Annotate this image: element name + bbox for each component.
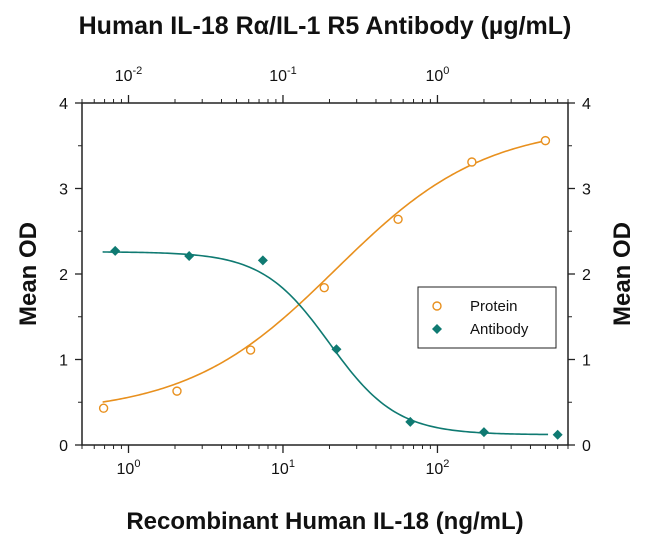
y-axis-label-left: Mean OD: [15, 222, 42, 326]
antibody-fit-curve: [102, 251, 549, 436]
antibody-point: [257, 255, 268, 266]
protein-fit-curve: [102, 139, 549, 403]
data-points: [98, 135, 563, 440]
protein-point: [98, 403, 109, 413]
bottom-axis-ticks: 100 101 102: [81, 445, 569, 478]
right-tick-label: 0: [582, 438, 591, 455]
left-tick-label: 4: [59, 96, 68, 113]
legend-label-protein: Protein: [470, 298, 518, 315]
protein-point: [393, 214, 403, 224]
right-tick-label: 2: [582, 267, 591, 284]
top-axis-ticks: 10-2 10-1 100: [81, 65, 569, 103]
antibody-point: [405, 416, 416, 427]
protein-point: [172, 386, 182, 396]
legend-label-antibody: Antibody: [470, 321, 529, 338]
left-tick-label: 2: [59, 267, 68, 284]
protein-point: [319, 282, 329, 293]
bottom-tick-label: 101: [271, 458, 295, 478]
antibody-point: [184, 251, 195, 262]
protein-point: [467, 157, 477, 167]
antibody-point: [552, 429, 563, 440]
left-tick-label: 0: [59, 438, 68, 455]
antibody-point: [331, 344, 342, 355]
x-axis-label: Recombinant Human IL-18 (ng/mL): [126, 508, 523, 535]
antibody-point: [478, 427, 489, 438]
left-tick-label: 3: [59, 182, 68, 199]
right-tick-label: 4: [582, 96, 591, 113]
top-tick-label: 100: [425, 65, 449, 85]
legend: Protein Antibody: [417, 286, 557, 349]
chart-title: Human IL-18 Rα/IL-1 R5 Antibody (µg/mL): [79, 12, 572, 40]
right-axis-ticks: 0 1 2 3 4: [568, 96, 591, 455]
legend-box: [417, 286, 557, 349]
top-tick-label: 10-2: [115, 65, 143, 85]
bottom-tick-label: 100: [117, 458, 141, 478]
legend-marker-protein: [432, 301, 442, 311]
y-axis-label-right: Mean OD: [609, 222, 636, 326]
bottom-tick-label: 102: [425, 458, 449, 478]
legend-marker-antibody: [432, 324, 442, 334]
left-axis-ticks: 0 1 2 3 4: [59, 96, 82, 455]
antibody-point: [110, 245, 121, 256]
protein-point: [540, 135, 551, 146]
top-tick-label: 10-1: [269, 65, 297, 85]
protein-point: [245, 345, 256, 355]
right-tick-label: 1: [582, 353, 591, 370]
left-tick-label: 1: [59, 353, 68, 370]
right-tick-label: 3: [582, 182, 591, 199]
